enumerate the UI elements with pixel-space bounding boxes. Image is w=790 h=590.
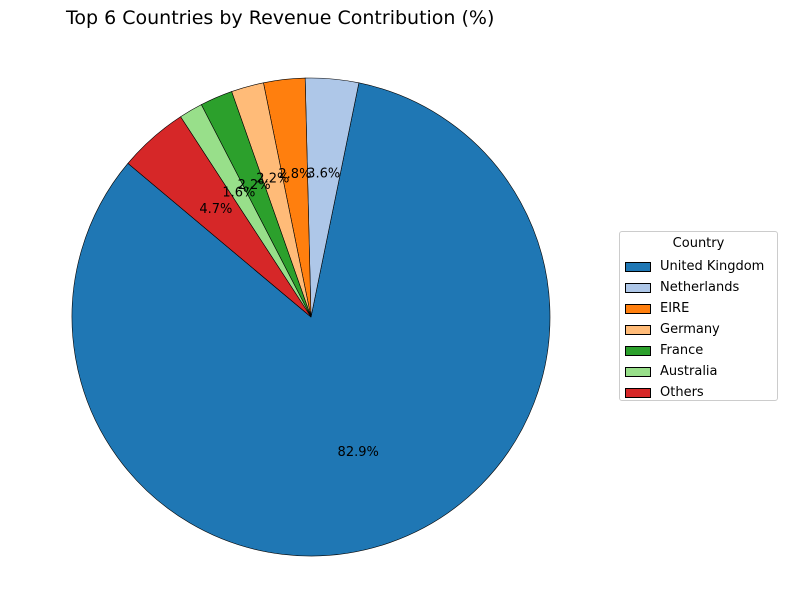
slice-label-australia: 1.6% [222,186,255,201]
legend-swatch [625,324,651,335]
legend-item: France [620,340,777,361]
slice-label-germany: 2.2% [256,171,289,186]
slice-label-france: 2.2% [238,178,271,193]
legend-swatch [625,282,651,293]
legend-item: Others [620,382,777,403]
legend-label: Others [660,385,704,400]
slice-label-others: 4.7% [199,202,232,217]
legend-swatch [625,261,651,272]
legend-label: EIRE [660,301,690,316]
legend-swatch [625,387,651,398]
legend-label: France [660,343,704,358]
legend-item: Germany [620,319,777,340]
legend-label: Australia [660,364,718,379]
legend-item: United Kingdom [620,256,777,277]
legend: Country United Kingdom Netherlands EIRE Ger… [619,231,778,401]
legend-swatch [625,303,651,314]
slice-label-netherlands: 3.6% [307,167,340,182]
legend-swatch [625,366,651,377]
pie-slice-others [127,116,312,318]
legend-label: Germany [660,322,720,337]
slice-label-eire: 2.8% [278,167,311,182]
legend-item: Australia [620,361,777,382]
legend-swatch [625,345,651,356]
legend-label: United Kingdom [660,259,765,274]
chart-title: Top 6 Countries by Revenue Contribution … [66,7,495,29]
legend-label: Netherlands [660,280,740,295]
pie-slice-united-kingdom [71,82,551,557]
legend-item: Netherlands [620,277,777,298]
legend-title: Country [672,236,725,251]
slice-label-united-kingdom: 82.9% [338,445,379,460]
legend-item: EIRE [620,298,777,319]
